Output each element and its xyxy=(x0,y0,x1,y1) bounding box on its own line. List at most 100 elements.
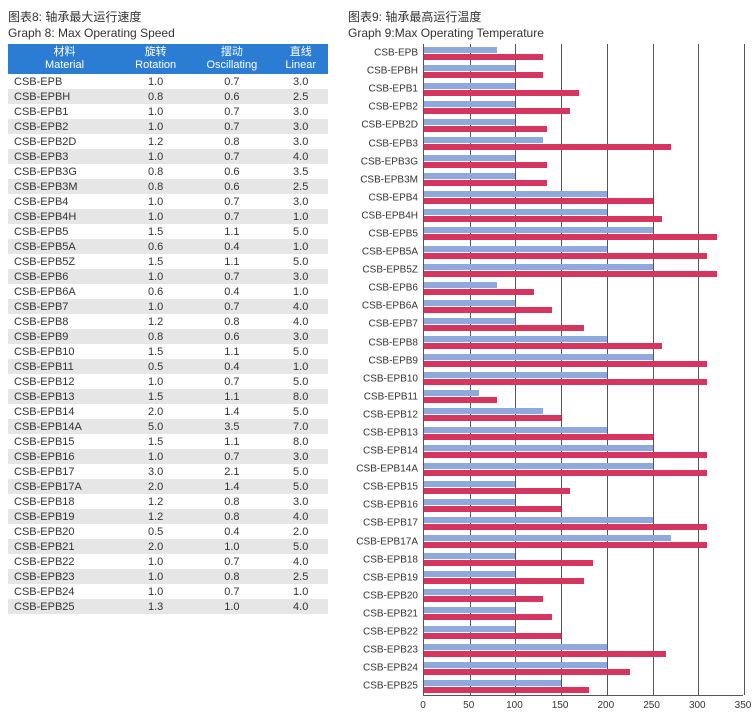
bar xyxy=(424,54,543,60)
material-cell: CSB-EPB3M xyxy=(8,179,121,194)
table-row: CSB-EPB2D1.20.83.0 xyxy=(8,134,328,149)
value-cell: 1.0 xyxy=(121,119,190,134)
material-cell: CSB-EPB14 xyxy=(8,404,121,419)
chart-category-label: CSB-EPB2 xyxy=(346,102,418,113)
chart-row: CSB-EPB7 xyxy=(424,315,743,333)
value-cell: 1.0 xyxy=(121,149,190,164)
value-cell: 5.0 xyxy=(273,374,328,389)
bar xyxy=(424,614,552,620)
bar xyxy=(424,162,547,168)
x-tick-label: 150 xyxy=(552,700,569,711)
chart-category-label: CSB-EPB19 xyxy=(346,572,418,583)
value-cell: 4.0 xyxy=(273,509,328,524)
chart-category-label: CSB-EPB5A xyxy=(346,247,418,258)
chart-title-en: Graph 9:Max Operating Temperature xyxy=(348,26,743,40)
chart-row: CSB-EPB3G xyxy=(424,153,743,171)
table-row: CSB-EPB61.00.73.0 xyxy=(8,269,328,284)
bar xyxy=(424,481,515,487)
value-cell: 0.7 xyxy=(190,554,273,569)
chart-row: CSB-EPB17A xyxy=(424,533,743,551)
chart-category-label: CSB-EPB4H xyxy=(346,210,418,221)
chart-category-label: CSB-EPB1 xyxy=(346,84,418,95)
bar xyxy=(424,415,561,421)
value-cell: 0.8 xyxy=(190,314,273,329)
table-row: CSB-EPB191.20.84.0 xyxy=(8,509,328,524)
value-cell: 1.0 xyxy=(121,449,190,464)
table-row: CSB-EPB3G0.80.63.5 xyxy=(8,164,328,179)
material-cell: CSB-EPB3G xyxy=(8,164,121,179)
value-cell: 0.7 xyxy=(190,269,273,284)
chart-category-label: CSB-EPB17 xyxy=(346,518,418,529)
bar xyxy=(424,246,607,252)
chart-row: CSB-EPB23 xyxy=(424,641,743,659)
bar xyxy=(424,144,671,150)
table-row: CSB-EPB41.00.73.0 xyxy=(8,194,328,209)
value-cell: 0.7 xyxy=(190,74,273,89)
value-cell: 1.0 xyxy=(121,554,190,569)
bar xyxy=(424,506,561,512)
chart-category-label: CSB-EPB10 xyxy=(346,373,418,384)
bar xyxy=(424,83,515,89)
value-cell: 5.0 xyxy=(273,479,328,494)
material-cell: CSB-EPB6A xyxy=(8,284,121,299)
value-cell: 0.4 xyxy=(190,284,273,299)
value-cell: 0.4 xyxy=(190,359,273,374)
value-cell: 1.4 xyxy=(190,404,273,419)
value-cell: 0.8 xyxy=(121,164,190,179)
bar xyxy=(424,289,534,295)
x-tick-label: 0 xyxy=(420,700,426,711)
material-cell: CSB-EPB22 xyxy=(8,554,121,569)
bar xyxy=(424,180,547,186)
value-cell: 1.0 xyxy=(273,584,328,599)
bar xyxy=(424,463,653,469)
value-cell: 1.1 xyxy=(190,344,273,359)
table-row: CSB-EPB181.20.83.0 xyxy=(8,494,328,509)
bar xyxy=(424,651,666,657)
value-cell: 2.0 xyxy=(121,539,190,554)
material-cell: CSB-EPBH xyxy=(8,89,121,104)
material-cell: CSB-EPB2 xyxy=(8,119,121,134)
bar xyxy=(424,227,653,233)
chart-row: CSB-EPB22 xyxy=(424,623,743,641)
chart-row: CSB-EPB8 xyxy=(424,334,743,352)
bar xyxy=(424,336,607,342)
chart-row: CSB-EPB16 xyxy=(424,496,743,514)
chart-row: CSB-EPBH xyxy=(424,62,743,80)
table-row: CSB-EPB11.00.73.0 xyxy=(8,104,328,119)
chart-category-label: CSB-EPB4 xyxy=(346,192,418,203)
chart-category-label: CSB-EPB3G xyxy=(346,156,418,167)
bar xyxy=(424,644,607,650)
bar xyxy=(424,452,707,458)
bar xyxy=(424,662,607,668)
material-cell: CSB-EPB25 xyxy=(8,599,121,614)
chart-category-label: CSB-EPB6 xyxy=(346,283,418,294)
table-row: CSB-EPB200.50.42.0 xyxy=(8,524,328,539)
chart-row: CSB-EPB19 xyxy=(424,569,743,587)
value-cell: 3.5 xyxy=(273,164,328,179)
table-row: CSB-EPB241.00.71.0 xyxy=(8,584,328,599)
value-cell: 3.0 xyxy=(273,74,328,89)
bar xyxy=(424,560,593,566)
chart-category-label: CSB-EPB21 xyxy=(346,608,418,619)
bar xyxy=(424,234,717,240)
value-cell: 2.5 xyxy=(273,569,328,584)
table-title-en: Graph 8: Max Operating Speed xyxy=(8,26,328,40)
chart-category-label: CSB-EPB22 xyxy=(346,627,418,638)
value-cell: 2.5 xyxy=(273,89,328,104)
value-cell: 2.0 xyxy=(273,524,328,539)
value-cell: 1.0 xyxy=(121,584,190,599)
value-cell: 1.0 xyxy=(273,359,328,374)
material-cell: CSB-EPB23 xyxy=(8,569,121,584)
chart-category-label: CSB-EPB15 xyxy=(346,482,418,493)
bar xyxy=(424,271,717,277)
bar xyxy=(424,390,479,396)
value-cell: 1.1 xyxy=(190,224,273,239)
table-row: CSB-EPB212.01.05.0 xyxy=(8,539,328,554)
value-cell: 0.6 xyxy=(190,329,273,344)
chart-category-label: CSB-EPB7 xyxy=(346,319,418,330)
bar xyxy=(424,470,707,476)
table-row: CSB-EPB4H1.00.71.0 xyxy=(8,209,328,224)
value-cell: 2.0 xyxy=(121,479,190,494)
bar xyxy=(424,499,515,505)
table-header: 材料Material xyxy=(8,44,121,74)
